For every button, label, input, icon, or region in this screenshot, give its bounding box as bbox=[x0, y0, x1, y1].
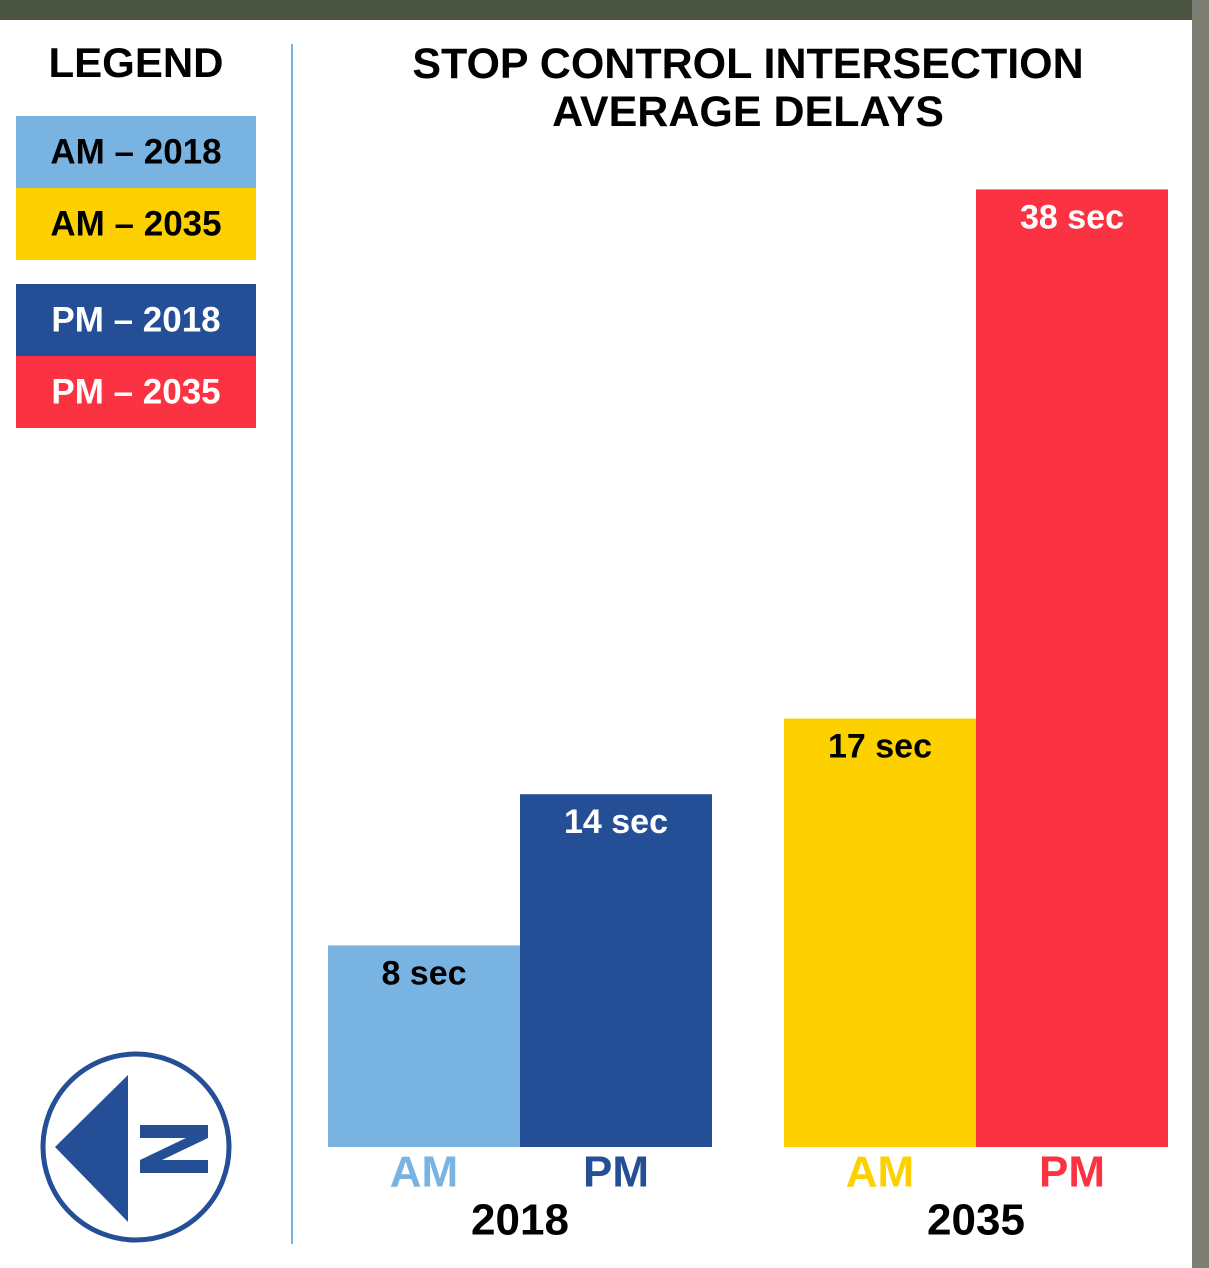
legend-label: PM – 2018 bbox=[51, 300, 220, 339]
chart: LEGEND 8 sec AM AM – 2018 14 sec PM PM – 2018… bbox=[0, 0, 1209, 1268]
page: LEGEND 8 sec AM AM – 2018 14 sec PM PM – 2018… bbox=[0, 0, 1209, 1268]
bar bbox=[784, 719, 976, 1147]
chart-title: STOP CONTROL INTERSECTION AVERAGE DELAYS bbox=[388, 40, 1108, 136]
legend-title: LEGEND bbox=[48, 39, 223, 86]
bar bbox=[520, 794, 712, 1147]
x-tick-label: AM bbox=[390, 1148, 458, 1197]
bar bbox=[976, 189, 1168, 1147]
x-tick-label: AM bbox=[846, 1148, 914, 1197]
value-label: 14 sec bbox=[564, 803, 668, 841]
value-label: 17 sec bbox=[828, 728, 932, 766]
legend-label: PM – 2035 bbox=[51, 372, 220, 411]
value-label: 38 sec bbox=[1020, 198, 1124, 236]
x-tick-label: PM bbox=[1039, 1148, 1105, 1197]
photo-strip bbox=[1192, 0, 1209, 1268]
north-arrow bbox=[43, 1054, 229, 1240]
x-tick-label: PM bbox=[583, 1148, 649, 1197]
group-label: 2018 bbox=[471, 1196, 569, 1245]
legend-label: AM – 2018 bbox=[50, 132, 221, 171]
value-label: 8 sec bbox=[381, 954, 466, 992]
legend-label: AM – 2035 bbox=[50, 204, 221, 243]
group-label: 2035 bbox=[927, 1196, 1025, 1245]
photo-strip bbox=[0, 0, 1209, 20]
